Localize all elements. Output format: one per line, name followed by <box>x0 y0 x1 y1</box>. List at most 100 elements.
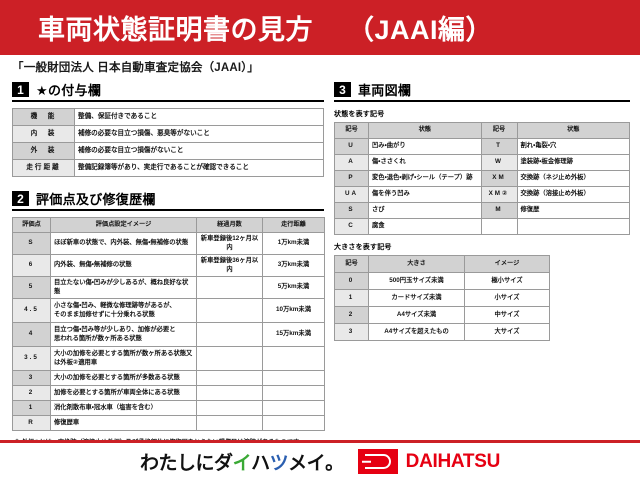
size-row: 3 A4サイズを超えたもの 大サイズ <box>334 323 550 341</box>
score-row: 4 目立つ傷・凹み等が少しあり、加修が必要と 思われる箇所が数ヶ所ある状態 15万km… <box>12 322 325 347</box>
score-row: 4.5 小さな傷・凹み、軽微な修理跡等があるが、 そのまま加修せずに十分乗れる状態 1… <box>12 298 325 323</box>
section1-row-value: 補修の必要な目立つ損傷がないこと <box>74 142 324 160</box>
size-code: 2 <box>334 306 369 324</box>
size-label: 500円玉サイズ未満 <box>368 272 465 290</box>
page-title-suffix: （JAAI編） <box>347 15 494 45</box>
section2-badge: 2 <box>12 191 29 206</box>
table-header-row: 評価点 評価点設定イメージ 経過月数 走行距離 <box>12 217 325 233</box>
score-distance <box>262 400 325 416</box>
size-label: カードサイズ未満 <box>368 289 465 307</box>
symbol-code-left: A <box>334 154 369 171</box>
size-label: A4サイズ未満 <box>368 306 465 324</box>
symbol-state-left: さび <box>368 202 482 219</box>
section2-heading: 2 評価点及び修復歴欄 <box>12 189 324 211</box>
symbol-state-right <box>516 218 630 235</box>
score-description: 修復歴車 <box>50 415 197 431</box>
footer-brand-bar: わたしにダイハツメイ。 DAIHATSU <box>0 440 640 480</box>
size-row: 2 A4サイズ未満 中サイズ <box>334 306 550 324</box>
symbol-code-right: M <box>480 202 518 219</box>
symbol-state-right: 交換跡（溶接止め外板） <box>516 186 630 203</box>
score-value: S <box>12 232 51 255</box>
score-distance <box>262 415 325 431</box>
score-description: ほぼ新車の状態で、内外装、無傷・無補修の状態 <box>50 232 197 255</box>
score-distance: 1万km未満 <box>262 232 325 255</box>
section1-row-value: 補修の必要な目立つ損傷、悪臭等がないこと <box>74 125 324 143</box>
score-months <box>196 298 263 323</box>
score-months <box>196 400 263 416</box>
symbol-table: 記号 状態 記号 状態 U 凹み・曲がり T 割れ・亀裂・穴 A 傷・ささくれ W 塗装跡・板金修理… <box>334 122 630 235</box>
section1-row-key: 内 装 <box>12 125 75 143</box>
symbol-state-left: 変色・退色・剥げ・シール（テープ）跡 <box>368 170 482 187</box>
symbol-table-caption: 状態を表す記号 <box>334 111 385 118</box>
column-header: 記号 <box>480 122 518 139</box>
symbol-code-left: P <box>334 170 369 187</box>
symbol-code-right: T <box>480 138 518 155</box>
tagline-char: に <box>195 453 215 474</box>
symbol-code-left: UA <box>334 186 369 203</box>
section1-row-value: 整備、保証付きであること <box>74 108 324 126</box>
size-label: A4サイズを超えたもの <box>368 323 465 341</box>
right-column: 3 車両図欄 状態を表す記号 記号 状態 記号 状態 U 凹み・曲がり T 割れ・亀裂・穴 A… <box>334 80 630 457</box>
score-distance: 15万km未満 <box>262 322 325 347</box>
column-header: 大きさ <box>368 255 465 273</box>
tagline-char: イ <box>306 453 326 474</box>
section1-row: 内 装補修の必要な目立つ損傷、悪臭等がないこと <box>12 125 324 143</box>
tagline-char: ダ <box>214 453 233 474</box>
size-row: 0 500円玉サイズ未満 極小サイズ <box>334 272 550 290</box>
score-value: 2 <box>12 385 51 401</box>
size-table: 記号 大きさ イメージ 0 500円玉サイズ未満 極小サイズ 1 カードサイズ未満 小サイズ 2… <box>334 255 550 341</box>
symbol-row: S さび M 修復歴 <box>334 202 630 219</box>
score-distance: 10万km未満 <box>262 298 325 323</box>
section1-row-value: 整備記録簿等があり、実走行であることが確認できること <box>74 159 324 177</box>
size-table-caption: 大きさを表す記号 <box>334 244 392 251</box>
score-row: 3 大小の加修を必要とする箇所が多数ある状態 <box>12 370 325 386</box>
symbol-code-right: W <box>480 154 518 171</box>
column-header: イメージ <box>464 255 550 273</box>
size-image-label: 大サイズ <box>464 323 550 341</box>
section1-row-key: 外 装 <box>12 142 75 160</box>
section3-badge: 3 <box>334 82 351 97</box>
symbol-row: P 変色・退色・剥げ・シール（テープ）跡 XM 交換跡（ネジ止め外板） <box>334 170 630 187</box>
page-title: 車両状態証明書の見方 （JAAI編） <box>38 8 493 47</box>
score-distance <box>262 346 325 371</box>
tagline-char: し <box>177 453 196 474</box>
symbol-row: A 傷・ささくれ W 塗装跡・板金修理跡 <box>334 154 630 171</box>
symbol-state-left: 腐食 <box>368 218 482 235</box>
score-distance: 3万km未満 <box>262 254 325 277</box>
tagline-char: 。 <box>325 453 344 474</box>
size-code: 0 <box>334 272 369 290</box>
column-header: 状態 <box>516 122 630 139</box>
section1-row-key: 走行距離 <box>12 159 75 177</box>
symbol-state-right: 交換跡（ネジ止め外板） <box>516 170 630 187</box>
score-value: 4 <box>12 322 51 347</box>
size-code: 3 <box>334 323 369 341</box>
score-row: 3.5 大小の加修を必要とする箇所が数ヶ所ある状態又 は外板②適用車 <box>12 346 325 371</box>
score-value: 1 <box>12 400 51 416</box>
score-description: 消化剤散布車・冠水車（塩害を含む） <box>50 400 197 416</box>
score-months <box>196 276 263 299</box>
score-value: 3.5 <box>12 346 51 371</box>
symbol-code-left: S <box>334 202 369 219</box>
section1-heading: 1 ★の付与欄 <box>12 80 324 102</box>
symbol-row: U 凹み・曲がり T 割れ・亀裂・穴 <box>334 138 630 155</box>
symbol-code-right <box>480 218 518 235</box>
tagline-char: た <box>158 453 178 474</box>
section1-badge: 1 <box>12 82 29 97</box>
score-description: 大小の加修を必要とする箇所が数ヶ所ある状態又 は外板②適用車 <box>50 346 197 371</box>
score-description: 加修を必要とする箇所が車両全体にある状態 <box>50 385 197 401</box>
size-image-label: 小サイズ <box>464 289 550 307</box>
daihatsu-mark-icon <box>357 449 398 474</box>
score-row: 2 加修を必要とする箇所が車両全体にある状態 <box>12 385 325 401</box>
score-description: 内外装、無傷・無補修の状態 <box>50 254 197 277</box>
size-image-label: 極小サイズ <box>464 272 550 290</box>
score-row: S ほぼ新車の状態で、内外装、無傷・無補修の状態 新車登録後12ヶ月以内 1万km未満 <box>12 232 325 255</box>
tagline-char: わ <box>139 453 159 474</box>
column-header: 記号 <box>334 255 369 273</box>
symbol-code-left: C <box>334 218 369 235</box>
tagline-char: イ <box>232 453 252 474</box>
score-row: 5 目立たない傷・凹みが少しあるが、概ね良好な状態 5万km未満 <box>12 276 325 299</box>
left-column: 1 ★の付与欄 機 能整備、保証付きであること内 装補修の必要な目立つ損傷、悪臭… <box>12 80 325 457</box>
table-header-row: 記号 大きさ イメージ <box>334 255 550 273</box>
tagline-char: ハ <box>251 453 270 474</box>
